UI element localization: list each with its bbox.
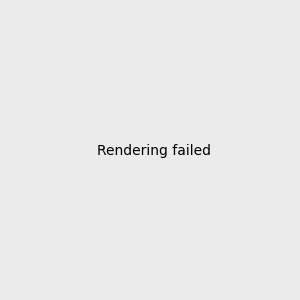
- Text: Rendering failed: Rendering failed: [97, 145, 211, 158]
